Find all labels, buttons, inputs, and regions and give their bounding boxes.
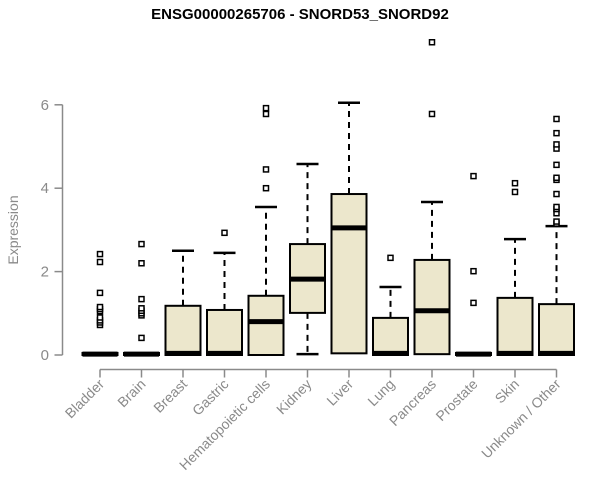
outlier-point-gastric [221, 229, 228, 237]
box-pancreas [413, 258, 451, 356]
outlier-point-brain [138, 334, 145, 342]
x-tick-label: Lung [364, 376, 397, 409]
outlier-point-unknown-other [553, 190, 560, 198]
outlier-point-bladder [96, 250, 104, 258]
box-liver [330, 193, 368, 355]
box-unknown-other [538, 303, 575, 357]
x-tick-label: Brain [114, 376, 148, 410]
box-hematopoietic-cells [247, 294, 285, 357]
y-tick-label: 4 [41, 180, 49, 197]
box-lung [372, 316, 409, 356]
outlier-point-prostate [470, 299, 477, 307]
y-tick-label: 0 [41, 347, 49, 364]
outlier-point-bladder [96, 258, 104, 266]
outlier-point-bladder [96, 314, 104, 321]
outlier-point-brain [138, 260, 145, 267]
x-tick-label: Prostate [432, 376, 480, 424]
x-tick-label: Breast [150, 376, 190, 416]
outlier-point-unknown-other [553, 161, 560, 169]
outlier-point-hematopoietic-cells [262, 110, 270, 118]
outlier-point-brain [138, 305, 145, 312]
box-skin [496, 296, 534, 357]
chart-title: ENSG00000265706 - SNORD53_SNORD92 [151, 6, 449, 23]
outlier-point-unknown-other [553, 203, 560, 211]
outlier-point-pancreas [428, 110, 436, 118]
outlier-point-hematopoietic-cells [262, 166, 270, 173]
outlier-point-skin [511, 188, 519, 196]
outlier-point-prostate [470, 267, 477, 275]
x-tick-label: Bladder [62, 376, 108, 422]
box-breast [164, 304, 202, 357]
outlier-point-unknown-other [553, 174, 560, 182]
outlier-point-prostate [470, 172, 477, 180]
y-tick-label: 6 [41, 97, 49, 114]
x-tick-label: Kidney [273, 376, 315, 418]
outlier-point-lung [387, 254, 394, 262]
outlier-point-skin [511, 179, 519, 187]
outlier-point-brain [138, 295, 145, 303]
box-gastric [206, 308, 243, 356]
x-tick-label: Liver [323, 376, 356, 409]
outlier-point-hematopoietic-cells [262, 104, 270, 112]
outlier-point-unknown-other [553, 115, 560, 123]
outlier-point-unknown-other [553, 141, 560, 148]
outlier-point-bladder [96, 303, 104, 311]
x-tick-label: Skin [492, 376, 523, 407]
outlier-point-brain [138, 240, 145, 248]
y-tick-label: 2 [41, 264, 49, 281]
outlier-point-pancreas [428, 39, 436, 46]
outlier-point-unknown-other [553, 129, 560, 137]
outlier-point-hematopoietic-cells [262, 184, 270, 192]
outlier-point-unknown-other [553, 218, 560, 225]
outlier-point-bladder [96, 289, 104, 297]
x-tick-label: Unknown / Other [478, 376, 564, 462]
